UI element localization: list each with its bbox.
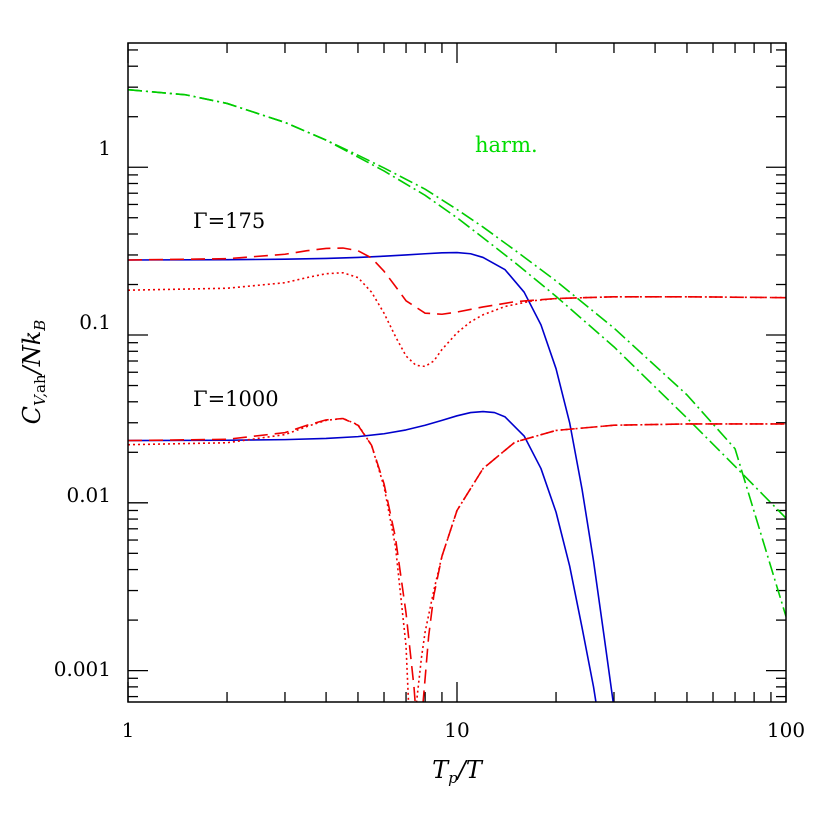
plot-frame — [127, 42, 787, 703]
minor-ticks — [128, 43, 786, 702]
x-tick-label-1: 1 — [122, 718, 135, 742]
x-axis-label: Tp/T — [432, 756, 484, 787]
y-tick-label-0.001: 0.001 — [54, 657, 111, 681]
series-line-4 — [128, 271, 786, 368]
annotation-gamma-175: Γ=175 — [193, 209, 265, 233]
y-tick-label-0.01: 0.01 — [66, 483, 111, 507]
series-layer — [128, 88, 786, 702]
series-line-2 — [128, 251, 614, 702]
series-line-5 — [128, 410, 597, 702]
series-line-3 — [128, 247, 786, 316]
series-line-1 — [128, 88, 786, 617]
y-tick-label-0.1: 0.1 — [79, 310, 111, 334]
y-tick-label-1: 1 — [98, 136, 111, 160]
major-ticks — [127, 43, 787, 702]
annotation-gamma-1000: Γ=1000 — [193, 387, 279, 411]
annotation-harm: harm. — [475, 133, 538, 157]
x-tick-label-10: 10 — [444, 718, 469, 742]
x-tick-label-100: 100 — [767, 718, 805, 742]
y-axis-label: CV,ah/NkB — [18, 320, 49, 425]
series-line-0 — [128, 88, 786, 519]
